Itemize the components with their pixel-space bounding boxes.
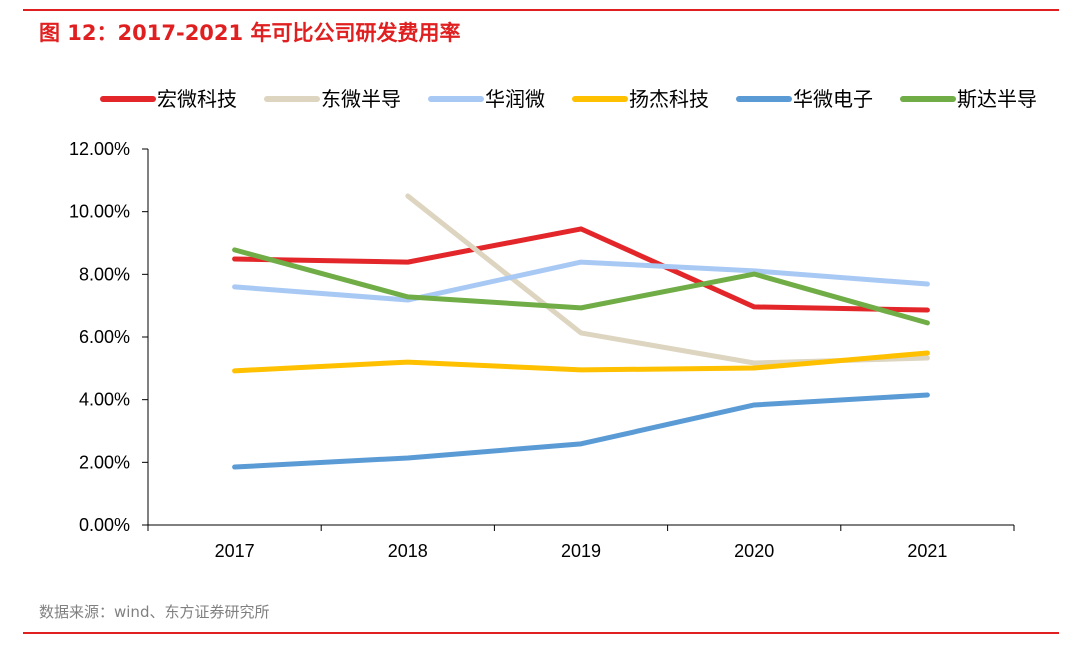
legend-label: 华润微 — [485, 88, 545, 111]
y-tick-label: 2.00% — [79, 452, 130, 472]
series-line-斯达半导 — [232, 247, 930, 326]
y-tick-label: 4.00% — [79, 390, 130, 410]
legend-label: 斯达半导 — [957, 88, 1037, 111]
y-tick-label: 8.00% — [79, 264, 130, 284]
figure-title: 图 12：2017-2021 年可比公司研发费用率 — [39, 21, 461, 45]
bottom-rule — [23, 632, 1059, 634]
legend-label: 东微半导 — [321, 88, 401, 111]
y-tick-label: 0.00% — [79, 515, 130, 535]
source-note: 数据来源：wind、东方证券研究所 — [39, 603, 270, 621]
y-tick-label: 6.00% — [79, 327, 130, 347]
y-tick-label: 10.00% — [69, 202, 130, 222]
legend-label: 华微电子 — [793, 88, 873, 111]
top-rule — [23, 9, 1059, 11]
x-tick-label: 2017 — [215, 541, 255, 561]
x-tick-label: 2021 — [907, 541, 947, 561]
legend-label: 宏微科技 — [157, 88, 237, 111]
y-tick-label: 12.00% — [69, 139, 130, 159]
x-tick-label: 2020 — [734, 541, 774, 561]
series-line-华润微 — [232, 259, 930, 303]
series-line-华微电子 — [232, 392, 930, 470]
x-tick-label: 2019 — [561, 541, 601, 561]
series-line-宏微科技 — [232, 226, 930, 313]
legend-label: 扬杰科技 — [629, 88, 709, 111]
series-line-扬杰科技 — [232, 350, 930, 374]
x-tick-label: 2018 — [388, 541, 428, 561]
